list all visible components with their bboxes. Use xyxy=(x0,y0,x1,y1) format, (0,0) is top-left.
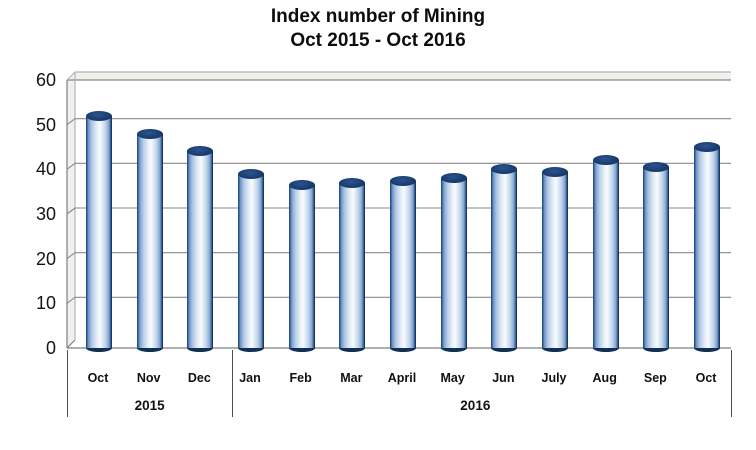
bar-jan-3 xyxy=(238,168,264,352)
group-label-2016: 2016 xyxy=(460,398,491,413)
bar-nov-1 xyxy=(136,128,163,352)
bar-base xyxy=(694,344,721,352)
bar-cap xyxy=(390,175,417,186)
x-axis-label-aug-10: Aug xyxy=(592,371,617,385)
x-axis-label-feb-4: Feb xyxy=(289,371,312,385)
bar-cap xyxy=(86,110,112,121)
bar-base xyxy=(136,343,163,352)
bar-base xyxy=(86,343,112,352)
x-axis-label-sep-11: Sep xyxy=(643,371,667,385)
bar-base xyxy=(339,343,366,352)
chart-title: Index number of Mining Oct 2015 - Oct 20… xyxy=(0,5,756,53)
y-axis-label-30: 30 xyxy=(35,204,56,224)
x-axis-label-nov-1: Nov xyxy=(136,371,161,385)
bar-cap xyxy=(288,179,315,190)
bar-base xyxy=(440,343,467,352)
bar-feb-4 xyxy=(288,179,315,352)
y-axis-label-20: 20 xyxy=(35,248,56,269)
bar-body xyxy=(238,173,264,348)
bar-cap xyxy=(187,146,214,157)
bar-body xyxy=(694,147,721,348)
bar-base xyxy=(390,344,417,352)
bar-base xyxy=(592,343,619,352)
bar-base xyxy=(491,343,518,352)
bar-may-7 xyxy=(440,173,467,352)
y-axis-label-10: 10 xyxy=(35,293,56,314)
x-axis-label-jun-8: Jun xyxy=(492,371,515,385)
bar-body xyxy=(339,182,366,348)
bar-cap xyxy=(491,164,518,175)
bar-cap xyxy=(542,166,569,177)
bar-aug-10 xyxy=(592,155,619,352)
bar-base xyxy=(238,343,264,352)
x-axis-label-oct-12: Oct xyxy=(695,371,717,385)
bar-base xyxy=(187,343,214,352)
bar-oct-12 xyxy=(694,142,721,352)
bar-cap xyxy=(136,128,163,139)
chart-title-line2: Oct 2015 - Oct 2016 xyxy=(290,30,466,51)
category-divider-1 xyxy=(231,350,233,417)
category-divider-0 xyxy=(67,350,68,417)
bar-body xyxy=(136,133,163,348)
x-axis-label-dec-2: Dec xyxy=(187,371,211,385)
y-axis-label-60: 60 xyxy=(35,70,56,90)
chart-title-line1: Index number of Mining xyxy=(270,6,486,27)
bar-sep-11 xyxy=(643,162,670,352)
group-label-2015: 2015 xyxy=(134,398,165,413)
bar-cap xyxy=(339,177,366,188)
x-axis-label-july-9: July xyxy=(541,371,567,385)
bar-body xyxy=(643,167,670,348)
x-axis-label-oct-0: Oct xyxy=(87,371,109,385)
y-axis-label-0: 0 xyxy=(45,338,56,358)
bar-body xyxy=(542,171,569,348)
bar-april-6 xyxy=(390,175,417,352)
bar-body xyxy=(491,169,518,348)
bar-july-9 xyxy=(542,166,569,352)
bar-body xyxy=(288,184,315,348)
category-divider-2 xyxy=(731,350,732,417)
bar-body xyxy=(390,180,417,348)
y-axis-label-40: 40 xyxy=(35,159,56,180)
x-axis-label-april-6: April xyxy=(387,371,417,385)
bar-cap xyxy=(238,168,264,179)
bar-base xyxy=(288,343,315,352)
bar-body xyxy=(187,151,214,348)
bar-cap xyxy=(592,155,619,166)
x-axis-label-may-7: May xyxy=(440,371,465,385)
bar-oct-0 xyxy=(86,110,112,352)
bar-dec-2 xyxy=(187,146,214,352)
bar-cap xyxy=(694,142,721,152)
bar-jun-8 xyxy=(491,164,518,352)
x-axis-label-jan-3: Jan xyxy=(239,371,261,385)
bar-cap xyxy=(643,162,670,173)
bar-base xyxy=(643,343,670,352)
bar-body xyxy=(86,115,112,348)
bar-body xyxy=(592,160,619,348)
bar-base xyxy=(542,343,569,352)
plot-area xyxy=(66,71,731,352)
bar-cap xyxy=(440,173,467,184)
bar-body xyxy=(440,178,467,348)
x-axis-label-mar-5: Mar xyxy=(340,371,363,385)
bar-mar-5 xyxy=(339,177,366,352)
y-axis-label-50: 50 xyxy=(35,114,56,135)
